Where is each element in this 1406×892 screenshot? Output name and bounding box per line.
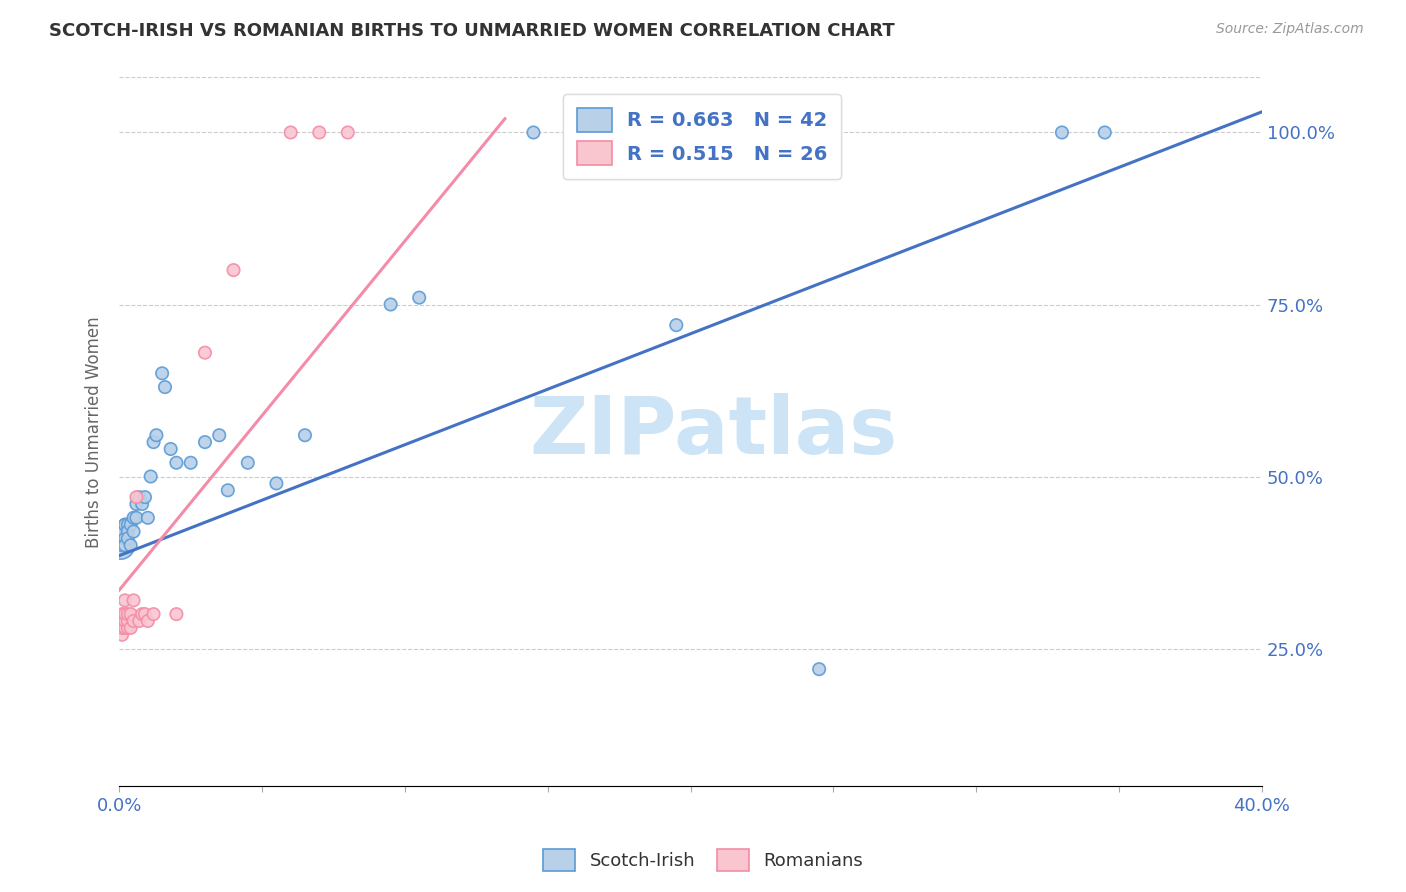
Point	[808, 662, 831, 676]
Y-axis label: Births to Unmarried Women: Births to Unmarried Women	[86, 316, 103, 548]
Point	[236, 456, 259, 470]
Point	[128, 490, 150, 504]
Point	[120, 517, 142, 532]
Point	[122, 510, 145, 524]
Point	[308, 126, 330, 140]
Point	[122, 614, 145, 628]
Point	[122, 593, 145, 607]
Point	[110, 538, 132, 552]
Point	[117, 621, 139, 635]
Point	[142, 607, 165, 621]
Point	[117, 532, 139, 546]
Point	[194, 435, 217, 450]
Point	[131, 607, 153, 621]
Point	[159, 442, 181, 456]
Point	[380, 297, 402, 311]
Point	[208, 428, 231, 442]
Point	[125, 510, 148, 524]
Point	[136, 510, 159, 524]
Point	[114, 538, 136, 552]
Point	[222, 263, 245, 277]
Point	[142, 435, 165, 450]
Point	[117, 524, 139, 539]
Point	[153, 380, 176, 394]
Point	[122, 524, 145, 539]
Legend: Scotch-Irish, Romanians: Scotch-Irish, Romanians	[536, 842, 870, 879]
Point	[134, 607, 156, 621]
Point	[125, 497, 148, 511]
Point	[165, 607, 187, 621]
Point	[180, 456, 202, 470]
Point	[522, 126, 544, 140]
Point	[120, 607, 142, 621]
Point	[114, 614, 136, 628]
Point	[120, 621, 142, 635]
Point	[665, 318, 688, 333]
Point	[1094, 126, 1116, 140]
Point	[131, 497, 153, 511]
Text: Source: ZipAtlas.com: Source: ZipAtlas.com	[1216, 22, 1364, 37]
Point	[136, 614, 159, 628]
Point	[194, 345, 217, 359]
Point	[111, 628, 134, 642]
Point	[111, 621, 134, 635]
Point	[294, 428, 316, 442]
Point	[111, 538, 134, 552]
Point	[114, 517, 136, 532]
Point	[111, 524, 134, 539]
Point	[1050, 126, 1073, 140]
Point	[266, 476, 288, 491]
Text: SCOTCH-IRISH VS ROMANIAN BIRTHS TO UNMARRIED WOMEN CORRELATION CHART: SCOTCH-IRISH VS ROMANIAN BIRTHS TO UNMAR…	[49, 22, 896, 40]
Point	[117, 607, 139, 621]
Point	[117, 517, 139, 532]
Point	[134, 490, 156, 504]
Point	[217, 483, 239, 498]
Point	[128, 614, 150, 628]
Point	[114, 607, 136, 621]
Point	[280, 126, 302, 140]
Point	[336, 126, 359, 140]
Point	[139, 469, 162, 483]
Point	[125, 490, 148, 504]
Point	[165, 456, 187, 470]
Point	[579, 126, 602, 140]
Point	[120, 538, 142, 552]
Point	[114, 532, 136, 546]
Point	[150, 367, 173, 381]
Text: ZIPatlas: ZIPatlas	[529, 392, 897, 471]
Point	[114, 517, 136, 532]
Point	[114, 593, 136, 607]
Point	[145, 428, 167, 442]
Point	[117, 614, 139, 628]
Point	[408, 291, 430, 305]
Point	[111, 607, 134, 621]
Legend: R = 0.663   N = 42, R = 0.515   N = 26: R = 0.663 N = 42, R = 0.515 N = 26	[564, 95, 841, 178]
Point	[114, 621, 136, 635]
